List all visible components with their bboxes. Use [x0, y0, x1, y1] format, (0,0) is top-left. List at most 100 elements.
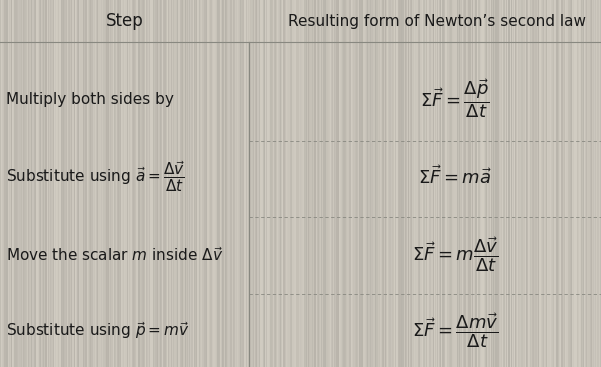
Bar — [556, 0, 557, 367]
Bar — [406, 0, 407, 367]
Bar — [127, 0, 129, 367]
Bar — [272, 0, 273, 367]
Bar — [119, 0, 120, 367]
Bar — [432, 0, 433, 367]
Bar — [158, 0, 159, 367]
Bar — [473, 0, 474, 367]
Bar — [296, 0, 297, 367]
Bar — [12, 0, 13, 367]
Bar — [206, 0, 207, 367]
Bar — [69, 0, 70, 367]
Bar — [354, 0, 355, 367]
Bar — [598, 0, 599, 367]
Bar — [530, 0, 531, 367]
Bar — [148, 0, 149, 367]
Bar — [47, 0, 49, 367]
Bar — [41, 0, 42, 367]
Bar — [424, 0, 425, 367]
Bar — [111, 0, 112, 367]
Bar — [386, 0, 387, 367]
Bar — [67, 0, 68, 367]
Bar — [89, 0, 90, 367]
Bar — [261, 0, 262, 367]
Bar — [151, 0, 153, 367]
Bar — [571, 0, 572, 367]
Bar — [495, 0, 496, 367]
Bar — [505, 0, 506, 367]
Bar — [447, 0, 448, 367]
Bar — [199, 0, 200, 367]
Bar — [39, 0, 40, 367]
Bar — [532, 0, 533, 367]
Bar — [238, 0, 239, 367]
Bar — [270, 0, 272, 367]
Bar — [391, 0, 392, 367]
Bar — [5, 0, 7, 367]
Bar — [210, 0, 211, 367]
Bar — [161, 0, 162, 367]
Bar — [186, 0, 187, 367]
Bar — [385, 0, 386, 367]
Bar — [117, 0, 118, 367]
Bar — [409, 0, 410, 367]
Bar — [408, 0, 409, 367]
Bar — [223, 0, 224, 367]
Bar — [422, 0, 423, 367]
Bar — [446, 0, 447, 367]
Bar — [23, 0, 24, 367]
Bar — [246, 0, 248, 367]
Bar — [303, 0, 304, 367]
Bar — [514, 0, 515, 367]
Bar — [100, 0, 102, 367]
Bar — [255, 0, 257, 367]
Bar — [499, 0, 500, 367]
Bar — [340, 0, 341, 367]
Bar — [381, 0, 382, 367]
Bar — [78, 0, 79, 367]
Bar — [24, 0, 25, 367]
Text: Resulting form of Newton’s second law: Resulting form of Newton’s second law — [288, 14, 586, 29]
Bar — [464, 0, 465, 367]
Bar — [42, 0, 43, 367]
Bar — [44, 0, 46, 367]
Bar — [594, 0, 595, 367]
Bar — [552, 0, 553, 367]
Bar — [564, 0, 565, 367]
Bar — [513, 0, 514, 367]
Bar — [341, 0, 342, 367]
Bar — [32, 0, 34, 367]
Bar — [450, 0, 451, 367]
Bar — [388, 0, 389, 367]
Bar — [349, 0, 350, 367]
Bar — [132, 0, 133, 367]
Bar — [52, 0, 53, 367]
Bar — [538, 0, 540, 367]
Bar — [580, 0, 581, 367]
Bar — [239, 0, 240, 367]
Bar — [555, 0, 556, 367]
Bar — [99, 0, 100, 367]
Bar — [419, 0, 421, 367]
Bar — [149, 0, 150, 367]
Bar — [218, 0, 219, 367]
Bar — [305, 0, 306, 367]
Bar — [488, 0, 489, 367]
Bar — [563, 0, 564, 367]
Bar — [576, 0, 578, 367]
Bar — [277, 0, 278, 367]
Bar — [160, 0, 161, 367]
Bar — [438, 0, 439, 367]
Bar — [13, 0, 14, 367]
Bar — [525, 0, 526, 367]
Bar — [282, 0, 284, 367]
Bar — [135, 0, 136, 367]
Bar — [549, 0, 551, 367]
Bar — [215, 0, 216, 367]
Bar — [415, 0, 416, 367]
Bar — [398, 0, 399, 367]
Bar — [583, 0, 584, 367]
Bar — [11, 0, 12, 367]
Bar — [526, 0, 527, 367]
Bar — [147, 0, 148, 367]
Bar — [174, 0, 175, 367]
